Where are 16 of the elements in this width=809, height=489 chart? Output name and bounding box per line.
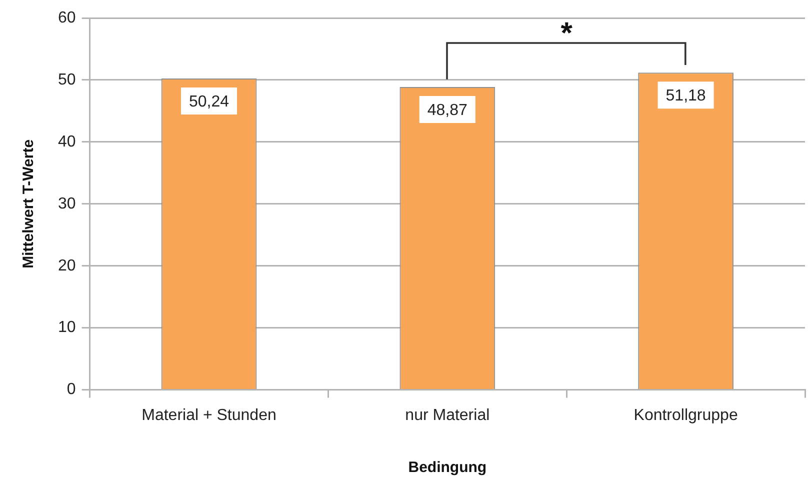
y-tick-label: 60 bbox=[58, 9, 76, 26]
data-label: 48,87 bbox=[427, 102, 468, 119]
y-tick-label: 50 bbox=[58, 71, 76, 88]
data-label: 50,24 bbox=[188, 93, 230, 110]
y-axis-title: Mittelwert T-Werte bbox=[20, 139, 38, 268]
y-tick-label: 30 bbox=[58, 195, 76, 212]
y-tick-label: 40 bbox=[58, 133, 76, 150]
data-label: 51,18 bbox=[666, 88, 706, 105]
x-tick-label: Material + Stunden bbox=[142, 406, 276, 424]
x-tick-label: nur Material bbox=[405, 406, 490, 424]
annotation: * bbox=[560, 16, 574, 50]
y-tick-label: 20 bbox=[58, 257, 76, 274]
x-axis-title: Bedingung bbox=[408, 459, 487, 476]
y-tick-label: 0 bbox=[66, 381, 76, 398]
x-tick-label: Kontrollgruppe bbox=[634, 406, 738, 424]
y-tick-label: 10 bbox=[58, 319, 76, 336]
